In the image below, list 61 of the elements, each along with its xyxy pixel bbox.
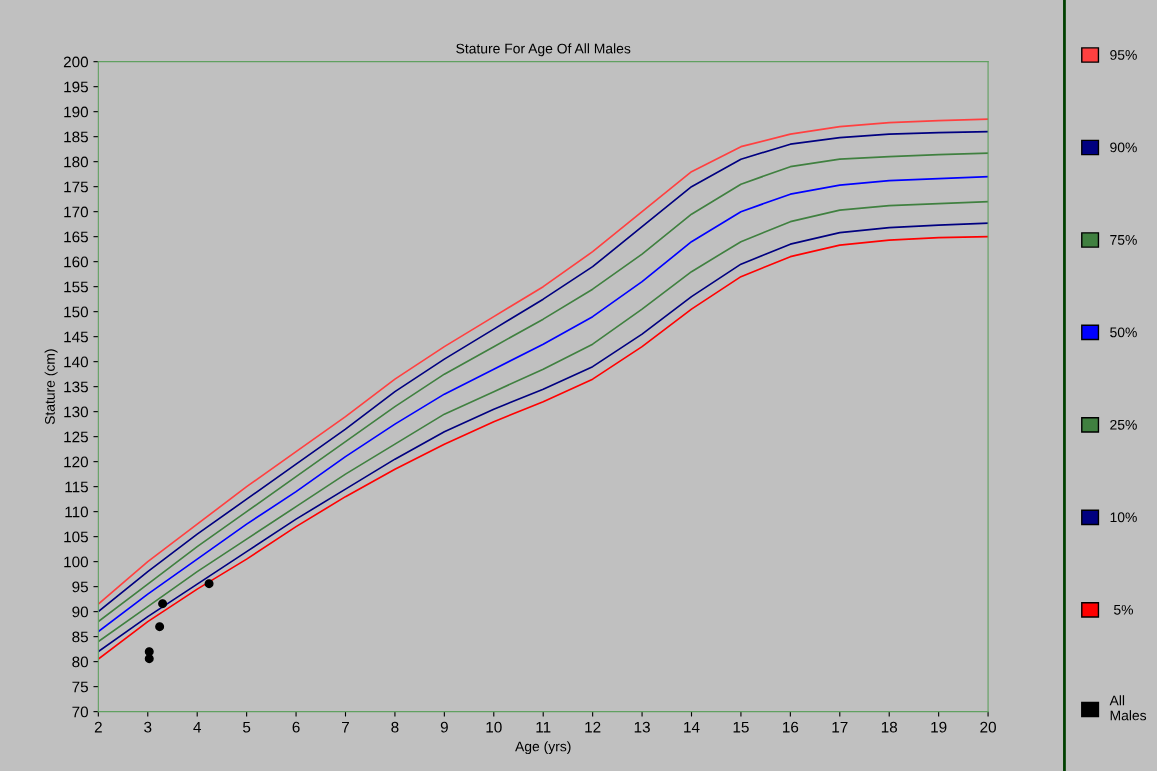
x-tick-label: 14 (684, 721, 700, 733)
x-tick-label: 3 (144, 721, 152, 733)
x-tick-label: 19 (931, 721, 947, 733)
y-tick-label: 165 (64, 231, 88, 243)
y-tick-label: 175 (64, 181, 88, 193)
chart-title: Stature For Age Of All Males (456, 43, 631, 57)
legend-label: All Males (1109, 695, 1147, 721)
y-tick-label: 85 (72, 631, 88, 643)
x-tick-label: 7 (342, 721, 349, 733)
y-tick-label: 170 (64, 206, 89, 218)
y-tick-label: 135 (64, 381, 88, 393)
y-tick-label: 100 (64, 556, 89, 568)
legend-label: 10% (1110, 512, 1137, 523)
x-tick-label: 17 (832, 721, 848, 733)
point (158, 599, 168, 609)
y-tick-label: 95 (72, 581, 88, 593)
y-tick-label: 110 (65, 506, 89, 518)
y-tick-label: 195 (64, 81, 88, 93)
x-tick-label: 18 (881, 721, 898, 733)
point (144, 654, 154, 664)
y-tick-label: 190 (64, 106, 89, 118)
y-tick-label: 200 (63, 56, 89, 68)
y-tick-label: 180 (64, 156, 89, 168)
legend-label: 90% (1110, 142, 1137, 153)
x-tick-label: 9 (440, 721, 448, 733)
y-tick-label: 115 (65, 481, 88, 493)
y-tick-label: 150 (64, 306, 89, 318)
y-tick-label: 120 (64, 456, 89, 468)
x-tick-label: 4 (193, 721, 202, 733)
y-tick-label: 140 (64, 356, 89, 368)
x-tick-label: 12 (585, 721, 601, 733)
legend-label: 95% (1110, 50, 1137, 60)
y-tick-label: 125 (64, 431, 88, 443)
y-tick-label: 105 (64, 531, 88, 543)
x-tick-label: 6 (292, 721, 300, 733)
y-tick-label: 160 (64, 256, 89, 268)
y-tick-label: 145 (64, 331, 88, 343)
x-tick-label: 15 (733, 721, 749, 733)
y-tick-label: 155 (64, 281, 88, 293)
legend-label: 5% (1113, 604, 1133, 615)
y-tick-label: 80 (72, 656, 89, 668)
x-tick-label: 10 (486, 721, 502, 733)
x-tick-label: 2 (94, 721, 102, 733)
y-axis-title: Stature (cm) (44, 349, 58, 425)
legend-label: 50% (1110, 327, 1137, 338)
y-tick-label: 75 (72, 681, 88, 693)
point (155, 622, 165, 632)
x-tick-label: 13 (634, 721, 650, 733)
x-tick-label: 5 (243, 721, 251, 733)
x-tick-label: 16 (783, 721, 799, 733)
point (204, 579, 214, 589)
y-tick-label: 130 (64, 406, 89, 418)
x-tick-label: 20 (980, 721, 996, 733)
legend-label: 25% (1110, 419, 1137, 430)
x-tick-label: 8 (391, 721, 399, 733)
x-axis-title: Age (yrs) (515, 741, 571, 755)
x-tick-label: 11 (536, 721, 551, 733)
y-tick-label: 70 (72, 706, 89, 718)
y-tick-label: 185 (64, 131, 88, 143)
legend-label: 75% (1110, 235, 1137, 245)
y-tick-label: 90 (72, 606, 89, 618)
